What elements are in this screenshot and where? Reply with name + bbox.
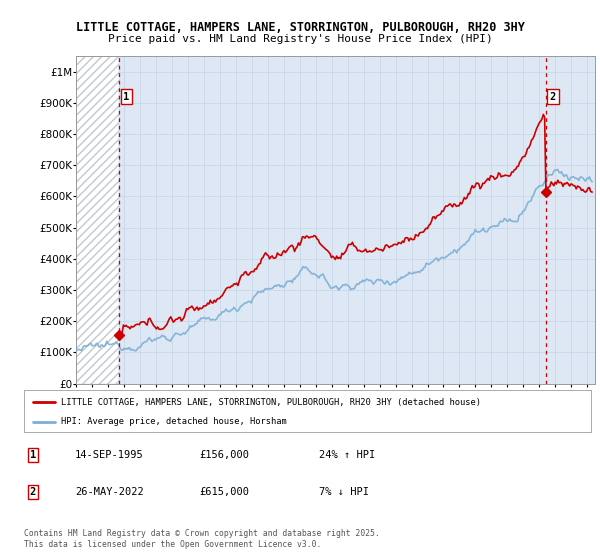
Text: 14-SEP-1995: 14-SEP-1995 — [75, 450, 144, 460]
Text: 1: 1 — [124, 92, 130, 101]
Text: 2: 2 — [29, 487, 36, 497]
Text: £156,000: £156,000 — [200, 450, 250, 460]
Text: 26-MAY-2022: 26-MAY-2022 — [75, 487, 144, 497]
Text: LITTLE COTTAGE, HAMPERS LANE, STORRINGTON, PULBOROUGH, RH20 3HY: LITTLE COTTAGE, HAMPERS LANE, STORRINGTO… — [76, 21, 524, 34]
Text: 7% ↓ HPI: 7% ↓ HPI — [319, 487, 369, 497]
Text: Price paid vs. HM Land Registry's House Price Index (HPI): Price paid vs. HM Land Registry's House … — [107, 34, 493, 44]
Text: £615,000: £615,000 — [200, 487, 250, 497]
Bar — [76, 56, 119, 384]
Text: 24% ↑ HPI: 24% ↑ HPI — [319, 450, 375, 460]
Text: 2: 2 — [550, 92, 556, 101]
Text: HPI: Average price, detached house, Horsham: HPI: Average price, detached house, Hors… — [61, 417, 287, 426]
Text: Contains HM Land Registry data © Crown copyright and database right 2025.
This d: Contains HM Land Registry data © Crown c… — [24, 529, 380, 549]
Text: 1: 1 — [29, 450, 36, 460]
Text: LITTLE COTTAGE, HAMPERS LANE, STORRINGTON, PULBOROUGH, RH20 3HY (detached house): LITTLE COTTAGE, HAMPERS LANE, STORRINGTO… — [61, 398, 481, 407]
Bar — [76, 56, 119, 384]
